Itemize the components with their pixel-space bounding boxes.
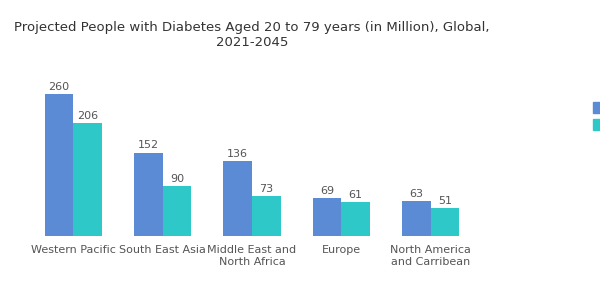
Bar [341,202,370,236]
Bar [402,201,431,236]
Bar [45,94,73,236]
Text: 63: 63 [409,189,424,199]
Text: 206: 206 [77,111,98,121]
Bar [223,161,252,236]
Bar [134,153,163,236]
Text: 61: 61 [349,190,362,200]
Text: 90: 90 [170,174,184,184]
Text: 73: 73 [259,184,274,194]
Bar [252,196,281,236]
Text: Projected People with Diabetes Aged 20 to 79 years (in Million), Global,
2021-20: Projected People with Diabetes Aged 20 t… [14,21,490,49]
Legend: 2045, 2021: 2045, 2021 [589,97,600,135]
Bar [73,123,102,236]
Bar [163,186,191,236]
Text: 152: 152 [138,140,159,150]
Text: 51: 51 [438,196,452,206]
Text: 260: 260 [49,82,70,92]
Text: 136: 136 [227,149,248,159]
Bar [431,208,459,236]
Text: 69: 69 [320,186,334,196]
Bar [313,198,341,236]
